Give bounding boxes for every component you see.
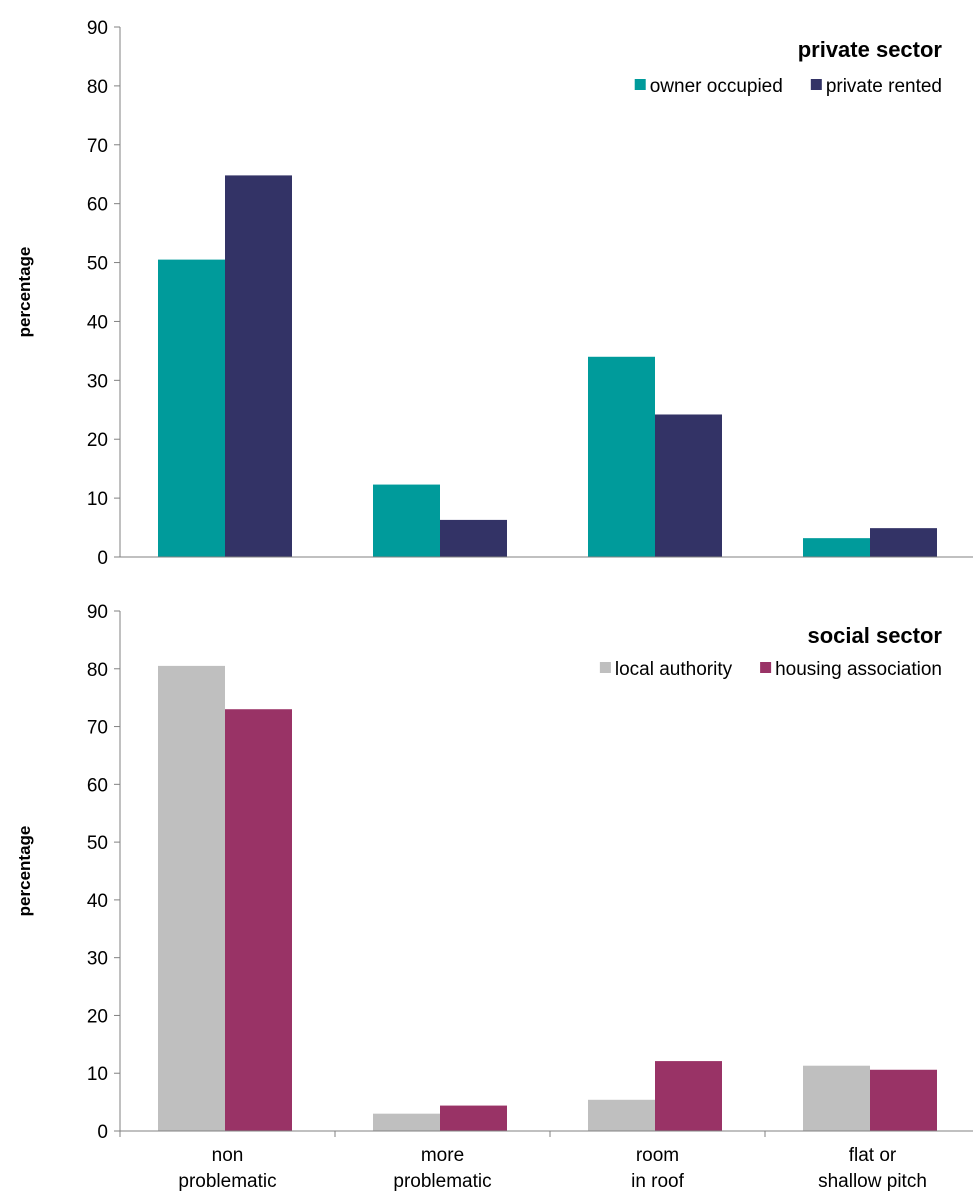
panel-title: social sector <box>807 623 942 648</box>
legend-label: local authority <box>615 659 733 680</box>
y-tick-label: 60 <box>87 195 108 216</box>
bar-private-rented-4 <box>870 528 937 557</box>
x-category-label: shallow pitch <box>818 1171 927 1192</box>
y-tick-label: 30 <box>87 371 108 392</box>
y-tick-label: 80 <box>87 660 108 681</box>
y-tick-label: 10 <box>87 489 108 510</box>
bar-local-authority-1 <box>158 665 225 1131</box>
y-axis-label: percentage <box>15 826 34 917</box>
y-tick-label: 70 <box>87 136 108 157</box>
y-tick-label: 0 <box>97 1122 108 1143</box>
bar-housing-association-4 <box>870 1069 937 1131</box>
y-tick-label: 20 <box>87 1006 108 1027</box>
x-category-label: more <box>421 1145 464 1166</box>
y-axis-label: percentage <box>15 247 34 338</box>
legend-swatch-local-authority <box>599 662 611 673</box>
legend-swatch-owner-occupied <box>634 79 646 90</box>
legend-label: owner occupied <box>650 76 783 97</box>
x-category-label: flat or <box>849 1145 897 1166</box>
legend-label: housing association <box>775 659 942 680</box>
bar-housing-association-2 <box>440 1105 507 1131</box>
y-tick-label: 20 <box>87 430 108 451</box>
bar-local-authority-4 <box>803 1065 870 1131</box>
bar-private-rented-1 <box>225 175 292 557</box>
panel-title: private sector <box>798 37 943 62</box>
bar-private-rented-2 <box>440 519 507 557</box>
y-tick-label: 90 <box>87 18 108 39</box>
bar-owner-occupied-3 <box>588 356 655 557</box>
x-category-label: room <box>636 1145 679 1166</box>
x-category-label: non <box>212 1145 244 1166</box>
panel-social-sector: 0 10 20 30 40 50 60 70 80 90 non problematic more pro… <box>15 602 973 1192</box>
y-tick-label: 90 <box>87 602 108 623</box>
bar-owner-occupied-4 <box>803 538 870 557</box>
bar-owner-occupied-1 <box>158 259 225 557</box>
legend-swatch-housing-association <box>760 662 772 673</box>
legend-swatch-private-rented <box>810 79 822 90</box>
y-tick-label: 50 <box>87 254 108 275</box>
x-category-label: in roof <box>631 1171 685 1192</box>
panel-private-sector: 0 10 20 30 40 50 60 70 80 90 percentage private sec… <box>15 18 973 569</box>
y-tick-label: 10 <box>87 1064 108 1085</box>
y-tick-label: 40 <box>87 891 108 912</box>
y-tick-label: 0 <box>97 548 108 569</box>
bar-local-authority-3 <box>588 1099 655 1131</box>
y-tick-label: 80 <box>87 77 108 98</box>
legend-label: private rented <box>826 76 942 97</box>
y-tick-label: 60 <box>87 775 108 796</box>
legend: local authority housing association <box>599 659 942 680</box>
y-tick-label: 30 <box>87 949 108 970</box>
y-tick-label: 40 <box>87 312 108 333</box>
x-category-label: problematic <box>178 1171 276 1192</box>
bar-housing-association-3 <box>655 1061 722 1131</box>
x-category-label: problematic <box>393 1171 491 1192</box>
legend: owner occupied private rented <box>634 76 942 97</box>
bar-private-rented-3 <box>655 414 722 557</box>
y-tick-label: 50 <box>87 833 108 854</box>
y-tick-label: 70 <box>87 718 108 739</box>
bar-owner-occupied-2 <box>373 484 440 557</box>
bar-local-authority-2 <box>373 1113 440 1131</box>
bar-housing-association-1 <box>225 709 292 1131</box>
